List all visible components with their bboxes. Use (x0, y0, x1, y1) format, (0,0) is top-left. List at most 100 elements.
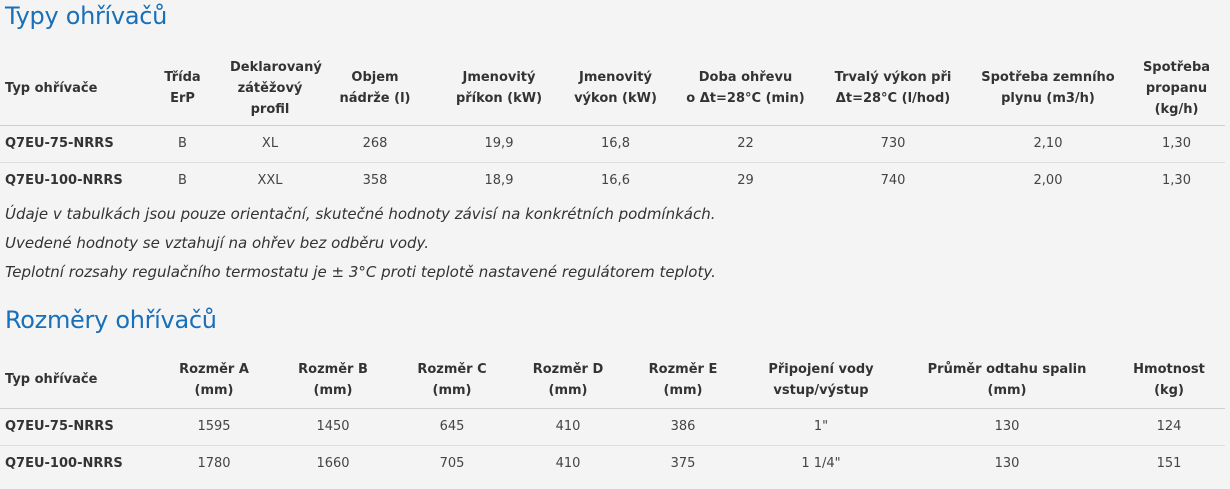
header-line: propanu (1145, 80, 1208, 96)
table-cell: 16,6 (601, 173, 630, 188)
table-cell: 130 (901, 408, 1113, 446)
header-line: (mm) (663, 382, 703, 398)
model-name-cell: Q7EU-100-NRRS (5, 173, 123, 188)
table-cell: 1780 (197, 456, 231, 471)
table-cell: 22 (673, 125, 818, 163)
header-line: (mm) (432, 382, 472, 398)
header-line: Třída (164, 70, 201, 86)
heater-dimensions-table: Typ ohřívače Rozměr A (mm) Rozměr B (mm) Rozm… (0, 352, 1225, 482)
header-line: Deklarovaný (230, 59, 322, 75)
header-line: Trvalý výkon při (834, 70, 952, 86)
table-cell: B (178, 173, 187, 188)
table-cell: 18,9 (484, 173, 514, 188)
header-line: ErP (170, 91, 195, 107)
table-cell: 1660 (316, 456, 350, 471)
dims-header-4: Rozměr D (mm) (511, 352, 625, 409)
model-name-cell: Q7EU-75-NRRS (0, 125, 135, 163)
table-row: Q7EU-75-NRRS 1595 1450 645 410 386 1" 130 124 (0, 408, 1225, 446)
header-line: (kg/h) (1154, 101, 1199, 117)
table-cell: 1,30 (1128, 125, 1225, 163)
header-line: vstup/výstup (773, 382, 869, 398)
table-row: Q7EU-100-NRRS B XXL 358 18,9 16,6 29 740 2,00 1,3… (0, 162, 1225, 199)
notes: Údaje v tabulkách jsou pouze orientační,… (5, 200, 716, 287)
types-header-0: Typ ohřívače (0, 52, 135, 126)
table-header-row: Typ ohřívače Třída ErP Deklarovaný zátěžový p… (0, 52, 1225, 126)
dims-header-2: Rozměr B (mm) (273, 352, 393, 409)
types-header-4: Jmenovitý příkon (kW) (440, 52, 558, 126)
header-line: nádrže (l) (339, 91, 411, 107)
note-3: Teplotní rozsahy regulačního termostatu … (5, 263, 716, 281)
table-cell: 124 (1113, 408, 1225, 446)
dims-section-title: Rozměry ohřívačů (5, 306, 217, 334)
table-cell: 740 (880, 173, 906, 188)
header-line: (mm) (194, 382, 234, 398)
table-cell: 730 (818, 125, 968, 163)
table-cell: 2,00 (1033, 173, 1063, 188)
table-cell: 375 (670, 456, 696, 471)
types-header-1: Třída ErP (135, 52, 230, 126)
types-header-7: Trvalý výkon při Δt=28°C (l/hod) (818, 52, 968, 126)
header-line: o Δt=28°C (min) (686, 91, 805, 107)
header-line: (mm) (548, 382, 588, 398)
header-line: (mm) (987, 382, 1027, 398)
table-cell: 410 (555, 456, 581, 471)
types-section-title: Typy ohřívačů (5, 2, 168, 30)
table-cell: 16,8 (558, 125, 673, 163)
header-line: Rozměr B (298, 361, 368, 377)
header-line: Hmotnost (1133, 361, 1205, 377)
header-line: Doba ohřevu (698, 70, 793, 86)
header-line: Připojení vody (768, 361, 874, 377)
dims-header-1: Rozměr A (mm) (155, 352, 273, 409)
header-line: příkon (kW) (455, 91, 543, 107)
header-line: (kg) (1154, 382, 1184, 398)
header-line: Rozměr D (532, 361, 604, 377)
table-cell: 1,30 (1162, 173, 1191, 188)
table-cell: 1595 (155, 408, 273, 446)
header-line: profil (250, 101, 290, 117)
table-cell: XL (230, 125, 310, 163)
header-line: Typ ohřívače (5, 372, 98, 388)
table-header-row: Typ ohřívače Rozměr A (mm) Rozměr B (mm) Rozm… (0, 352, 1225, 409)
table-cell: 410 (511, 408, 625, 446)
types-header-9: Spotřeba propanu (kg/h) (1128, 52, 1225, 126)
table-cell: 1450 (273, 408, 393, 446)
table-cell: 2,10 (968, 125, 1128, 163)
header-line: Rozměr C (417, 361, 487, 377)
table-cell: 29 (737, 173, 754, 188)
dims-header-7: Průměr odtahu spalin (mm) (901, 352, 1113, 409)
header-line: Objem (351, 70, 399, 86)
header-line: Δt=28°C (l/hod) (835, 91, 951, 107)
header-line: Typ ohřívače (5, 80, 98, 96)
types-header-6: Doba ohřevu o Δt=28°C (min) (673, 52, 818, 126)
header-line: (mm) (313, 382, 353, 398)
header-line: Spotřeba zemního (981, 70, 1115, 86)
table-cell: 645 (393, 408, 511, 446)
types-header-3: Objem nádrže (l) (310, 52, 440, 126)
table-row: Q7EU-75-NRRS B XL 268 19,9 16,8 22 730 2,10 1,30 (0, 125, 1225, 163)
heater-types-table: Typ ohřívače Třída ErP Deklarovaný zátěžový p… (0, 52, 1225, 199)
header-line: Jmenovitý (578, 70, 652, 86)
dims-header-5: Rozměr E (mm) (625, 352, 741, 409)
header-line: Spotřeba (1142, 59, 1211, 75)
header-line: zátěžový (237, 80, 303, 96)
note-1: Údaje v tabulkách jsou pouze orientační,… (5, 205, 716, 223)
table-cell: XXL (257, 173, 283, 188)
dims-header-3: Rozměr C (mm) (393, 352, 511, 409)
header-line: plynu (m3/h) (1001, 91, 1095, 107)
header-line: Jmenovitý (462, 70, 536, 86)
dims-header-6: Připojení vody vstup/výstup (741, 352, 901, 409)
model-name-cell: Q7EU-100-NRRS (5, 456, 123, 471)
table-cell: 705 (439, 456, 465, 471)
types-header-2: Deklarovaný zátěžový profil (230, 52, 322, 126)
table-cell: 1" (741, 408, 901, 446)
table-cell: 358 (362, 173, 388, 188)
header-line: Rozměr A (179, 361, 249, 377)
types-header-5: Jmenovitý výkon (kW) (558, 52, 673, 126)
table-cell: 386 (625, 408, 741, 446)
header-line: Rozměr E (648, 361, 718, 377)
dims-header-8: Hmotnost (kg) (1113, 352, 1225, 409)
table-cell: 19,9 (440, 125, 558, 163)
table-cell: 268 (310, 125, 440, 163)
model-name-cell: Q7EU-75-NRRS (0, 408, 155, 446)
